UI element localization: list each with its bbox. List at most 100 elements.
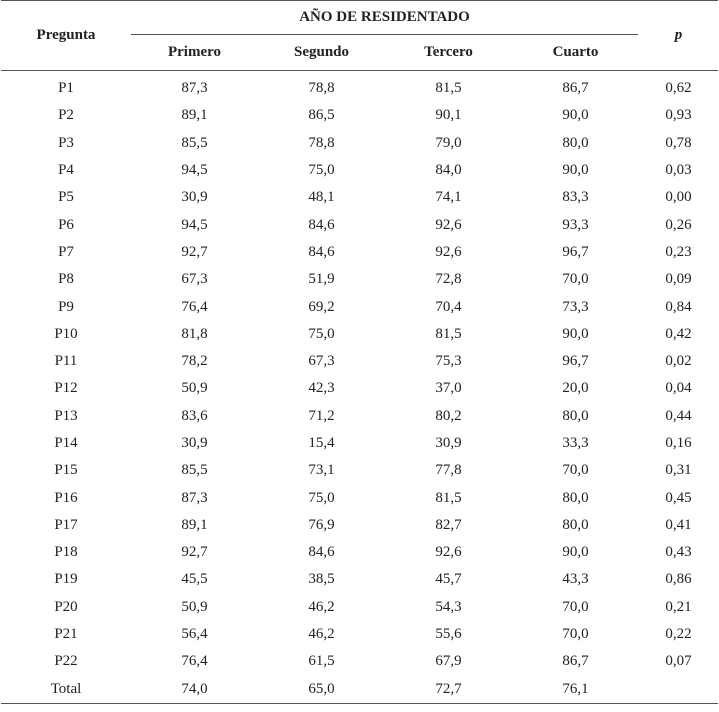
value-cuarto: 86,7 [562,80,589,97]
table-row: P8 67,3 51,9 72,8 70,0 0,09 [1,266,718,293]
question-cell: P9 [58,298,74,315]
value-tercero: 82,7 [435,516,462,533]
value-tercero: 80,2 [435,407,462,424]
value-segundo: 38,5 [308,571,335,588]
value-cuarto: 73,3 [562,298,589,315]
table-row: P2 89,1 86,5 90,1 90,0 0,93 [1,102,718,129]
p-value-cell: 0,31 [665,462,692,479]
value-segundo: 75,0 [308,489,335,506]
value-tercero: 92,6 [435,544,462,561]
table-row: P10 81,8 75,0 81,5 90,0 0,42 [1,321,718,348]
value-primero: 76,4 [181,298,208,315]
value-cuarto: 90,0 [562,325,589,342]
table-row: P17 89,1 76,9 82,7 80,0 0,41 [1,512,718,539]
table-row: P9 76,4 69,2 70,4 73,3 0,84 [1,293,718,320]
value-tercero: 45,7 [435,571,462,588]
value-segundo: 46,2 [308,626,335,643]
value-segundo: 69,2 [308,298,335,315]
table-row: P7 92,7 84,6 92,6 96,7 0,23 [1,239,718,266]
question-cell: P17 [54,516,78,533]
question-cell: Total [1,675,131,704]
value-segundo: 75,0 [308,162,335,179]
value-primero: 87,3 [181,80,208,97]
value-primero: 89,1 [181,516,208,533]
table-row: P6 94,5 84,6 92,6 93,3 0,26 [1,211,718,238]
value-cuarto: 96,7 [562,353,589,370]
value-tercero: 79,0 [435,134,462,151]
table-row: P14 30,9 15,4 30,9 33,3 0,16 [1,430,718,457]
value-segundo: 46,2 [308,598,335,615]
table-row: P21 56,4 46,2 55,6 70,0 0,22 [1,621,718,648]
p-value-cell: 0,26 [665,216,692,233]
value-cuarto: 90,0 [562,544,589,561]
value-primero: 78,2 [181,353,208,370]
value-primero: 94,5 [181,216,208,233]
table-row: P1 87,3 78,8 81,5 86,7 0,62 [1,71,718,103]
value-segundo: 84,6 [308,243,335,260]
value-segundo: 71,2 [308,407,335,424]
value-tercero: 55,6 [435,626,462,643]
table-row: P19 45,5 38,5 45,7 43,3 0,86 [1,566,718,593]
p-value-cell: 0,62 [665,80,692,97]
value-tercero: 75,3 [435,353,462,370]
value-primero: 67,3 [181,271,208,288]
value-primero: 74,0 [131,675,258,704]
value-primero: 30,9 [181,189,208,206]
question-cell: P22 [54,653,78,670]
value-primero: 92,7 [181,243,208,260]
header-pregunta: Pregunta [1,0,131,71]
p-value-cell: 0,42 [665,325,692,342]
value-cuarto: 70,0 [562,271,589,288]
question-cell: P3 [58,134,74,151]
value-primero: 83,6 [181,407,208,424]
header-p: p [639,0,719,71]
header-year-tercero: Tercero [424,44,473,60]
value-tercero: 90,1 [435,107,462,124]
value-cuarto: 70,0 [562,598,589,615]
question-cell: P19 [54,571,78,588]
p-value-cell: 0,16 [665,435,692,451]
value-tercero: 81,5 [435,80,462,97]
table-row: P18 92,7 84,6 92,6 90,0 0,43 [1,539,718,566]
header-ano-group: AÑO DE RESIDENTADO [131,0,640,35]
value-segundo: 42,3 [308,380,335,397]
value-primero: 56,4 [181,626,208,643]
value-primero: 81,8 [181,325,208,342]
question-cell: P2 [58,107,74,124]
header-ano: AÑO DE RESIDENTADO [131,1,639,35]
value-cuarto: 70,0 [562,626,589,643]
table-row: P20 50,9 46,2 54,3 70,0 0,21 [1,594,718,621]
value-primero: 89,1 [181,107,208,124]
p-value-cell: 0,21 [665,598,692,615]
p-value-cell: 0,41 [665,516,692,533]
value-segundo: 61,5 [308,653,335,670]
value-primero: 50,9 [181,598,208,615]
value-segundo: 84,6 [308,216,335,233]
value-segundo: 76,9 [308,516,335,533]
value-segundo: 48,1 [308,189,335,206]
value-tercero: 72,7 [385,675,512,704]
table-row: P12 50,9 42,3 37,0 20,0 0,04 [1,375,718,402]
value-segundo: 86,5 [308,107,335,124]
p-value-cell [639,675,719,704]
question-cell: P18 [54,544,78,561]
question-cell: P15 [54,462,78,479]
value-cuarto: 80,0 [562,516,589,533]
p-value-cell: 0,07 [665,653,692,670]
value-tercero: 37,0 [435,380,462,397]
value-cuarto: 76,1 [512,675,640,704]
value-tercero: 92,6 [435,243,462,260]
table-row: P11 78,2 67,3 75,3 96,7 0,02 [1,348,718,375]
p-value-cell: 0,02 [665,353,692,370]
question-cell: P10 [54,325,78,342]
value-segundo: 78,8 [308,134,335,151]
value-tercero: 92,6 [435,216,462,233]
question-cell: P1 [58,80,74,97]
question-cell: P16 [54,489,78,506]
value-cuarto: 20,0 [562,380,589,397]
table-body: P1 87,3 78,8 81,5 86,7 0,62 P2 89,1 86,5 90,1 90,0… [1,71,719,704]
table-row: P5 30,9 48,1 74,1 83,3 0,00 [1,184,718,211]
value-tercero: 84,0 [435,162,462,179]
value-primero: 85,5 [181,462,208,479]
value-tercero: 70,4 [435,298,462,315]
